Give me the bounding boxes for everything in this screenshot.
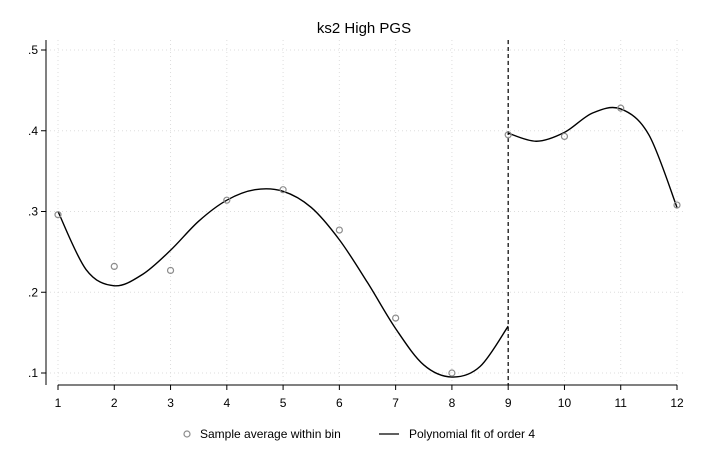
fit-layer (57, 106, 678, 378)
data-point (392, 314, 400, 322)
y-tick-label: .2 (28, 285, 38, 299)
data-point (448, 369, 456, 377)
data-point (223, 196, 231, 204)
y-tick-label: .5 (28, 43, 38, 57)
x-tick-label: 3 (167, 396, 174, 410)
x-tick-label: 8 (449, 396, 456, 410)
x-tick-label: 2 (111, 396, 118, 410)
x-tick-label: 7 (392, 396, 399, 410)
y-tick-label: .3 (28, 205, 38, 219)
axes-layer: .1.2.3.4.51 2 3 4 5 6 7 8 9 10 11 12 (28, 40, 684, 410)
data-point (504, 131, 512, 139)
x-tick-label: 1 (55, 396, 62, 410)
data-point (617, 104, 625, 112)
data-point (673, 201, 681, 209)
data-point (110, 262, 118, 271)
data-point (560, 132, 569, 141)
chart-title: ks2 High PGS (317, 20, 411, 37)
x-tick-label: 9 (505, 396, 512, 410)
points-layer (54, 104, 681, 377)
data-point (335, 226, 343, 234)
data-point (166, 266, 175, 275)
x-tick-label: 12 (670, 396, 684, 410)
grid-layer (46, 40, 686, 385)
data-point (279, 186, 287, 194)
fit-curve-left-of-cutoff (57, 188, 509, 378)
x-tick-label: 4 (223, 396, 230, 410)
y-tick-label: .1 (28, 366, 38, 380)
x-tick-label: 6 (336, 396, 343, 410)
legend-label-polynomial-fit: Polynomial fit of order 4 (409, 427, 535, 441)
x-tick-label: 10 (558, 396, 572, 410)
data-point (54, 211, 62, 219)
x-tick-label: 11 (614, 396, 627, 410)
legend: Sample average within bin Polynomial fit… (183, 427, 535, 441)
legend-marker-sample-average (183, 430, 191, 438)
fit-curve-right-of-cutoff (507, 106, 678, 208)
y-tick-label: .4 (28, 124, 38, 138)
legend-label-sample-average: Sample average within bin (200, 427, 341, 441)
x-tick-label: 5 (280, 396, 287, 410)
